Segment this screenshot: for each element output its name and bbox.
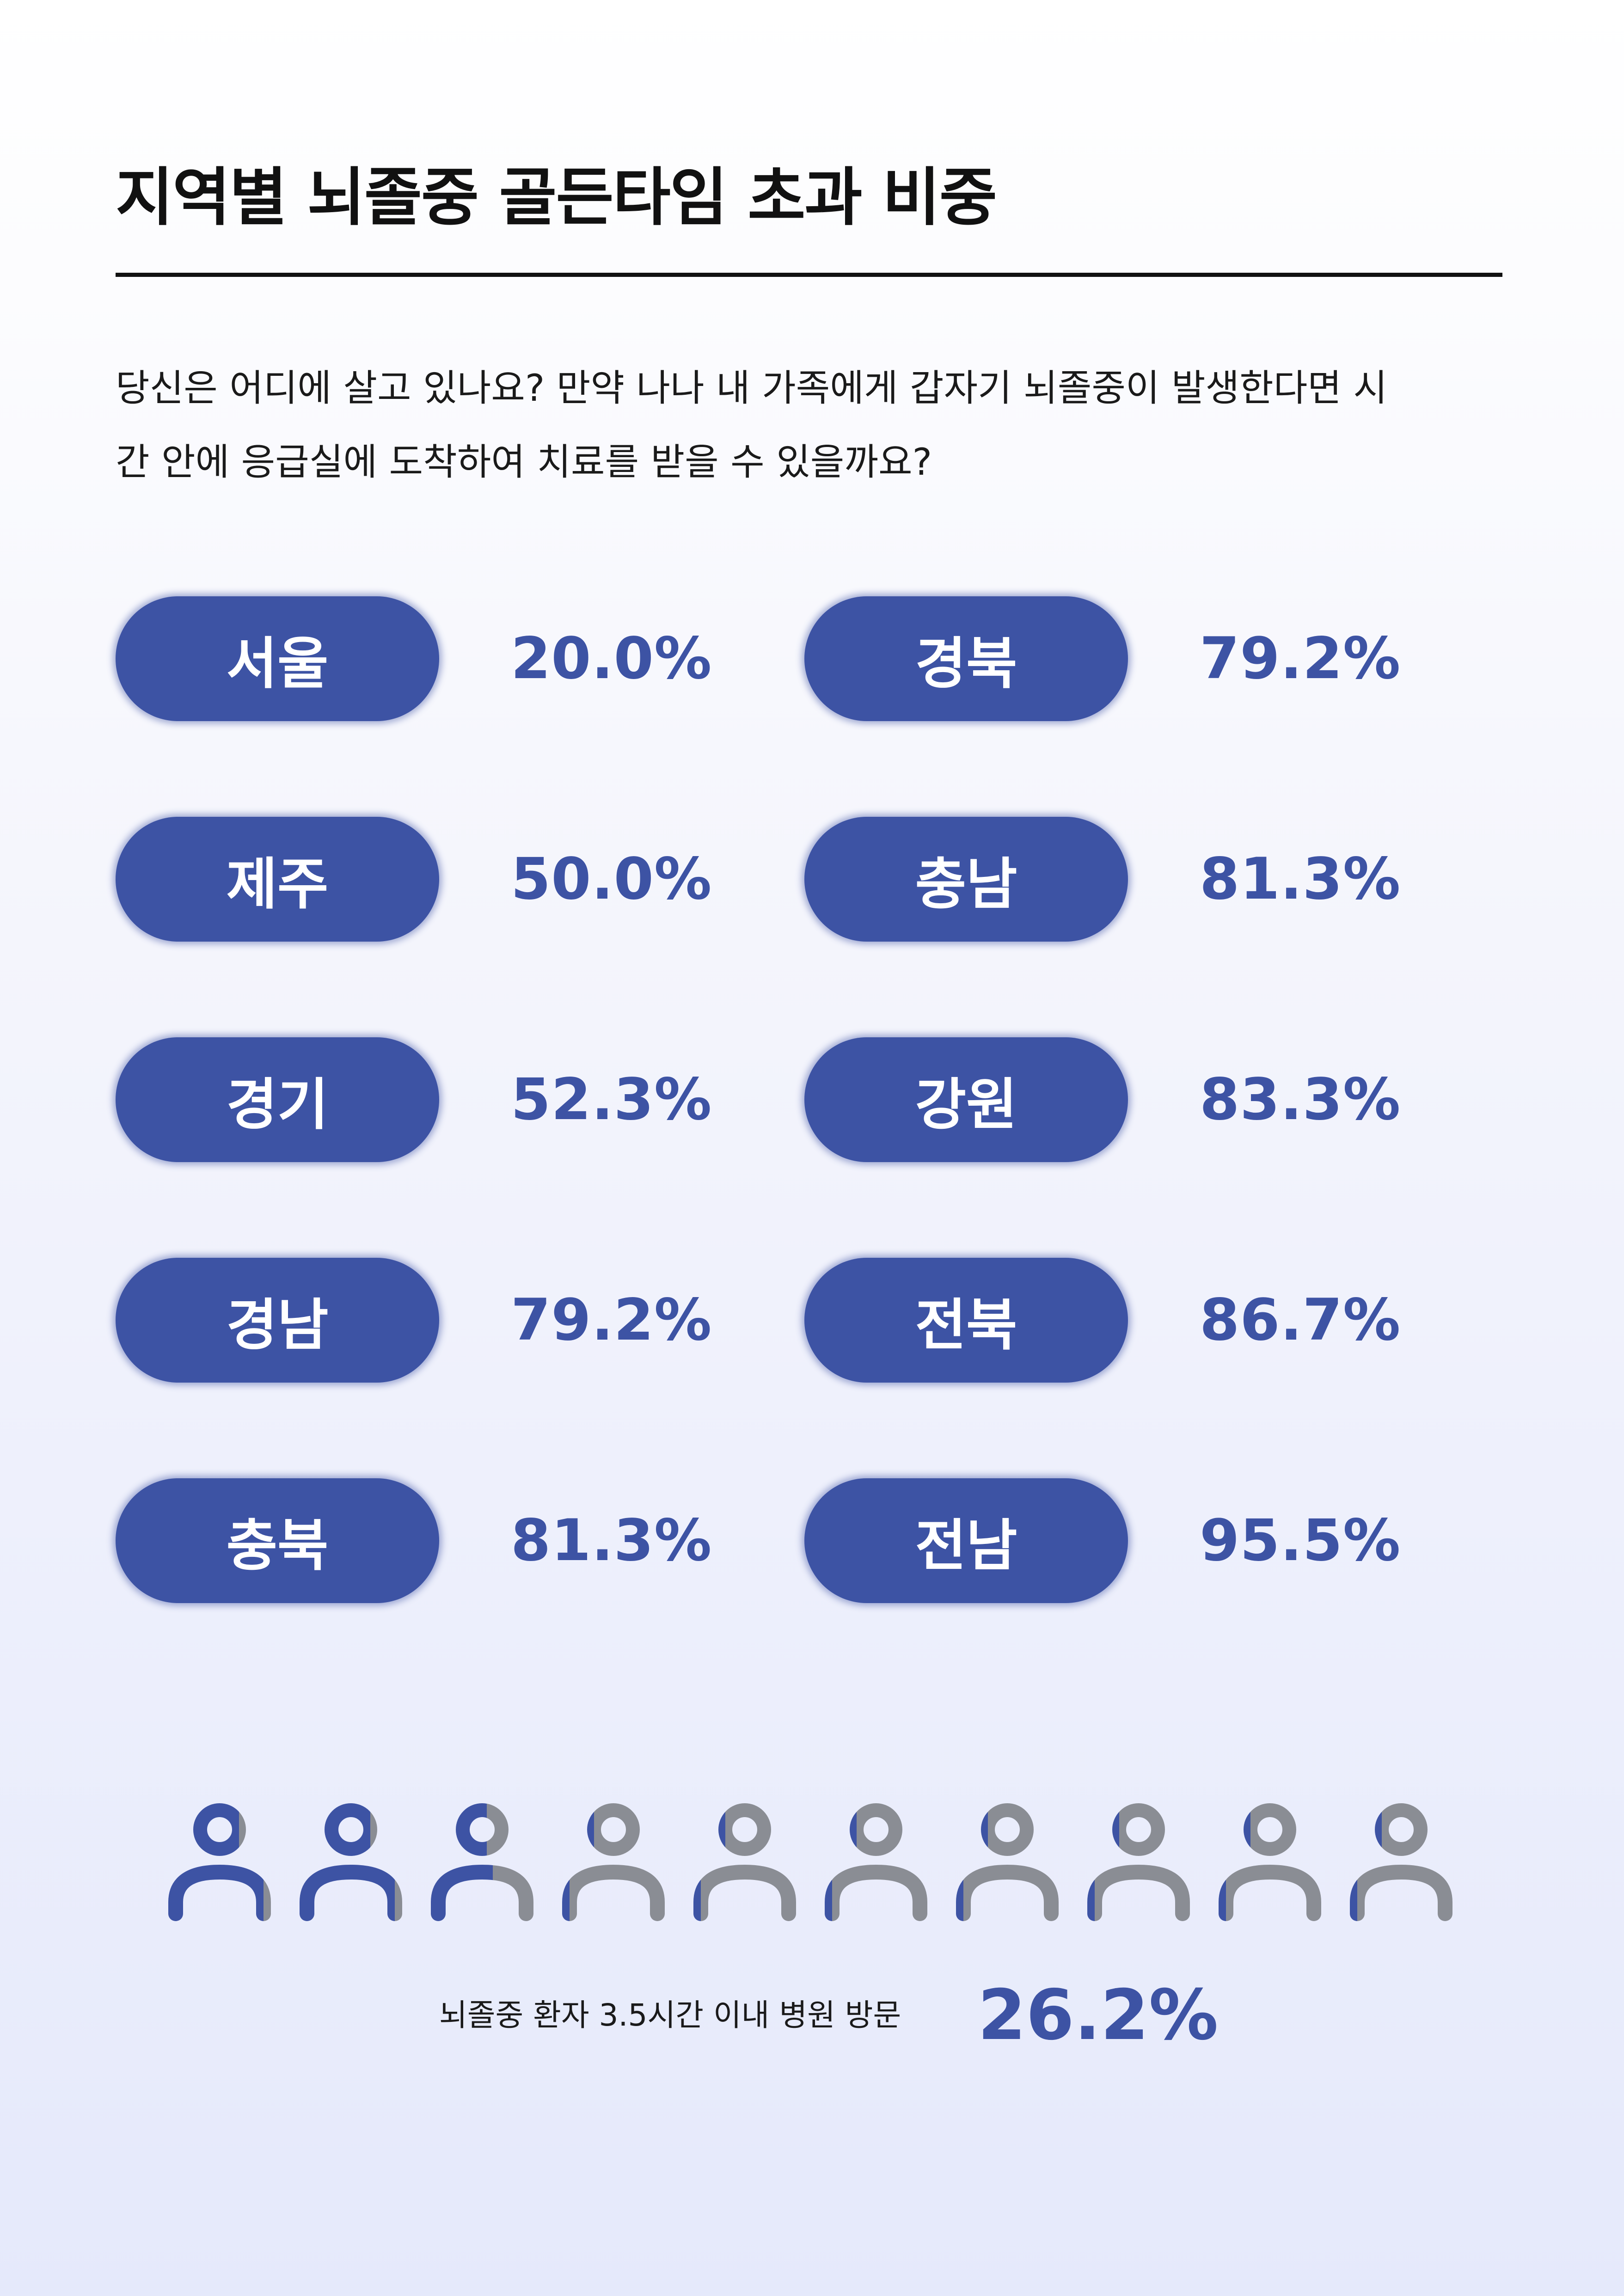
region-value-gyeongbuk: 79.2%	[1200, 625, 1401, 692]
person-icon	[954, 1803, 1060, 1923]
region-value-gyeonggi: 52.3%	[511, 1066, 712, 1133]
footer-value: 26.2%	[978, 1975, 1219, 2056]
person-icon	[1085, 1803, 1192, 1923]
page-title: 지역별 뇌졸중 골든타임 초과 비중	[116, 161, 997, 234]
intro-line-2: 간 안에 응급실에 도착하여 치료를 받을 수 있을까요?	[116, 441, 932, 484]
region-value-jeonbuk: 86.7%	[1200, 1287, 1401, 1353]
region-value-chungnam: 81.3%	[1200, 846, 1401, 912]
region-value-seoul: 20.0%	[511, 625, 712, 692]
person-icon	[1348, 1803, 1454, 1923]
person-icon	[166, 1803, 273, 1923]
region-pill-jeju: 제주	[116, 817, 439, 942]
person-icon	[560, 1803, 667, 1923]
person-icon	[298, 1803, 404, 1923]
intro-line-1: 당신은 어디에 살고 있나요? 만약 나나 내 가족에게 갑자기 뇌졸중이 발생…	[116, 367, 1387, 410]
person-icon	[823, 1803, 929, 1923]
person-icon	[692, 1803, 798, 1923]
region-pill-seoul: 서울	[116, 596, 439, 721]
region-pill-gyeonggi: 경기	[116, 1037, 439, 1162]
footer-label: 뇌졸중 환자 3.5시간 이내 병원 방문	[439, 1997, 901, 2033]
people-pictogram	[166, 1803, 1461, 1923]
region-pill-chungbuk: 충북	[116, 1478, 439, 1603]
intro-text: 당신은 어디에 살고 있나요? 만약 나나 내 가족에게 갑자기 뇌졸중이 발생…	[116, 351, 1507, 499]
region-value-jeju: 50.0%	[511, 846, 712, 912]
region-pill-gyeongbuk: 경북	[804, 596, 1128, 721]
region-value-gangwon: 83.3%	[1200, 1066, 1401, 1133]
region-pill-chungnam: 충남	[804, 817, 1128, 942]
region-value-gyeongnam: 79.2%	[511, 1287, 712, 1353]
person-icon	[1217, 1803, 1323, 1923]
region-value-jeonnam: 95.5%	[1200, 1507, 1401, 1574]
title-divider	[116, 273, 1502, 277]
region-value-chungbuk: 81.3%	[511, 1507, 712, 1574]
person-icon	[429, 1803, 535, 1923]
region-pill-gangwon: 강원	[804, 1037, 1128, 1162]
region-pill-jeonnam: 전남	[804, 1478, 1128, 1603]
region-pill-jeonbuk: 전북	[804, 1258, 1128, 1383]
region-pill-gyeongnam: 경남	[116, 1258, 439, 1383]
